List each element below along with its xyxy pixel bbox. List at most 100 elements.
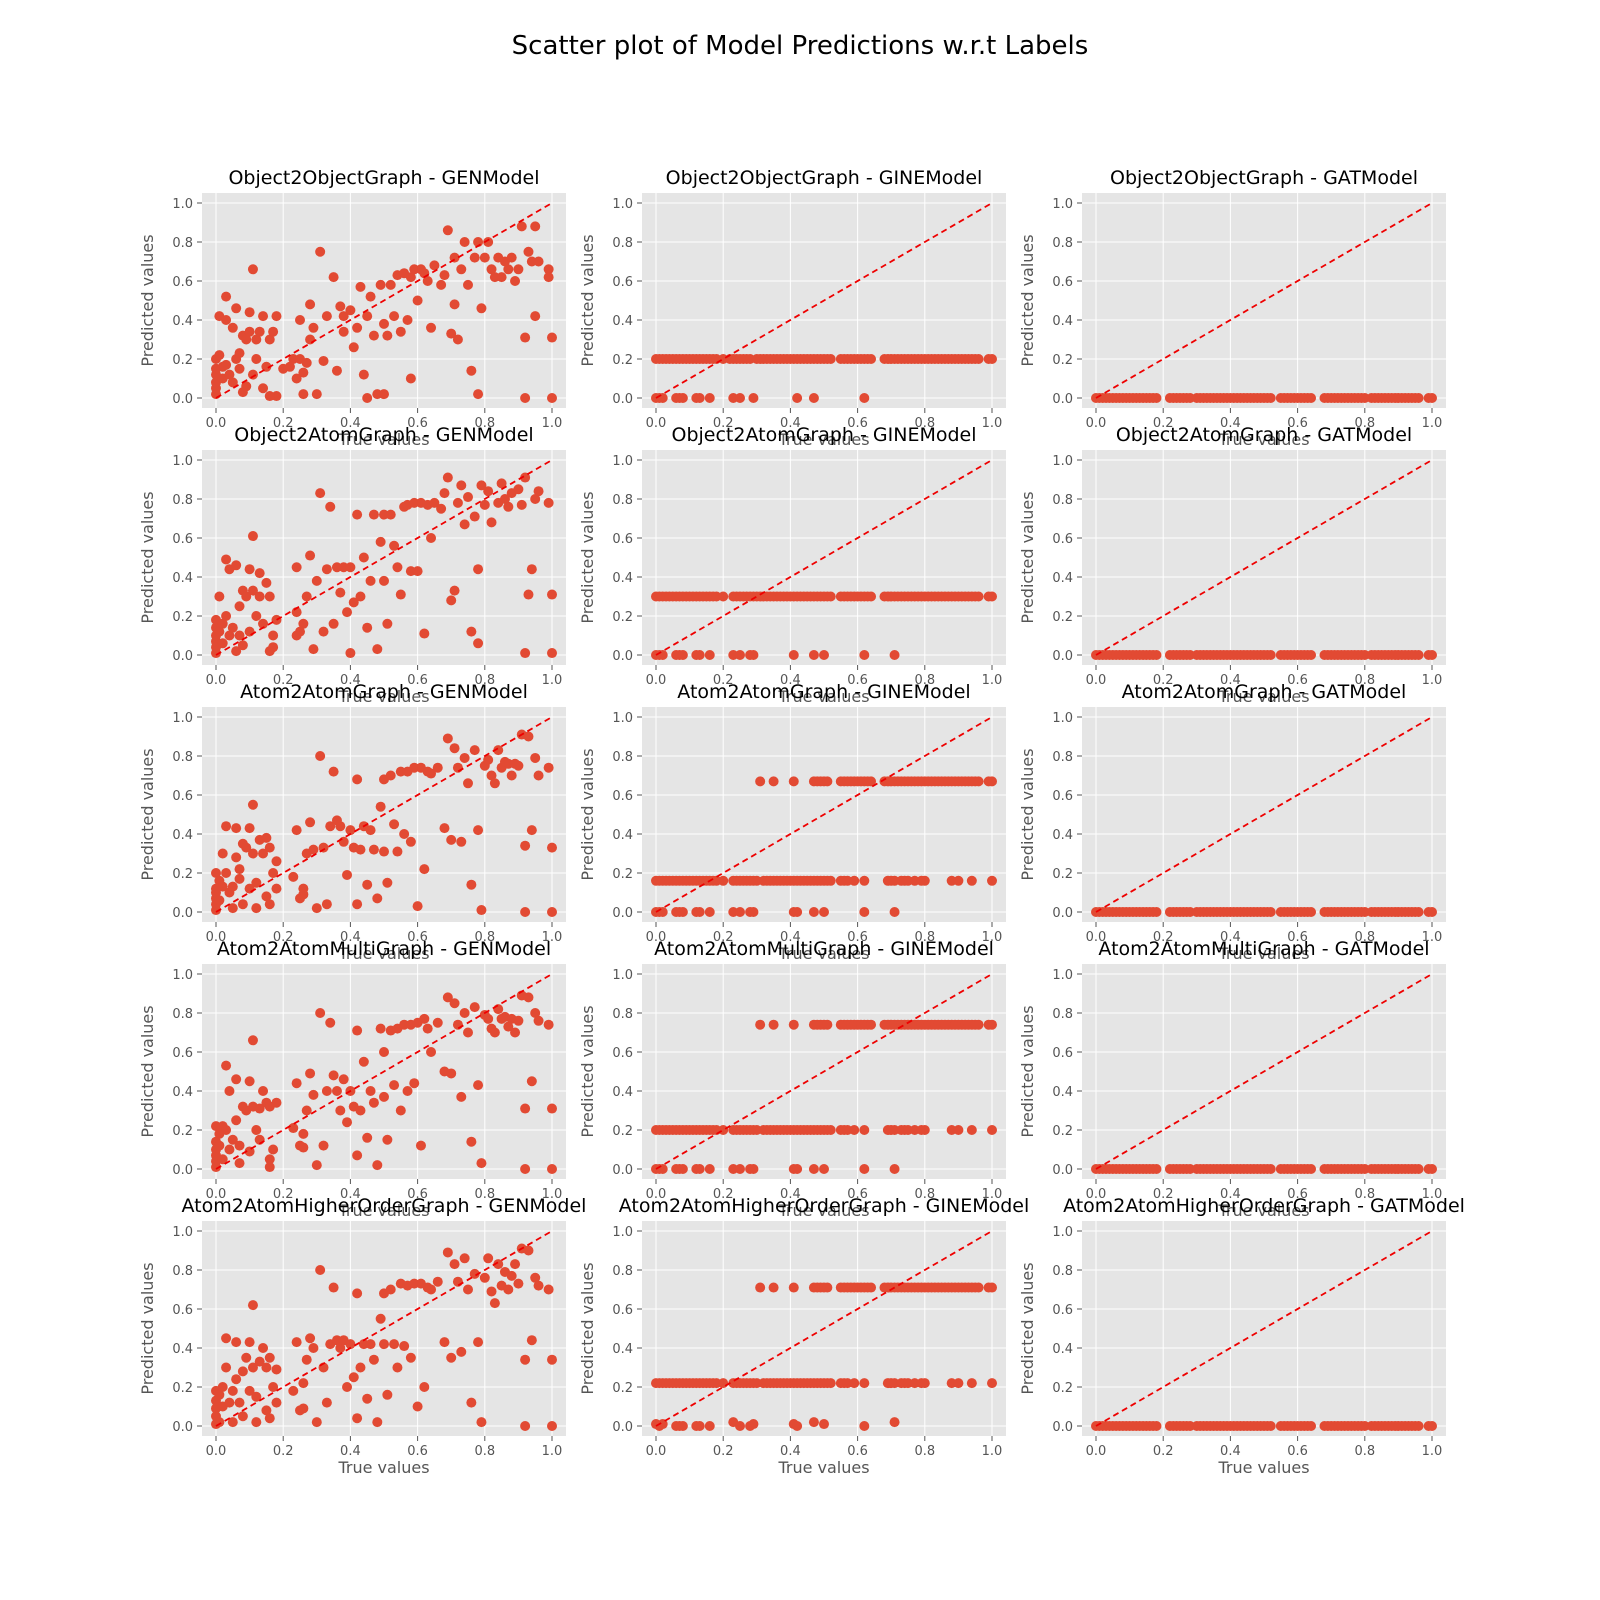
y-tick-label: 0.2 xyxy=(612,1124,633,1139)
data-point xyxy=(254,591,265,602)
data-point xyxy=(987,1125,997,1135)
x-tick-label: 0.0 xyxy=(1086,930,1107,945)
data-point xyxy=(368,1097,379,1108)
y-tick-label: 0.4 xyxy=(1052,314,1073,329)
y-tick-label: 0.4 xyxy=(612,1342,633,1357)
data-point xyxy=(456,836,467,847)
data-point xyxy=(469,1002,480,1013)
data-point xyxy=(224,369,235,380)
subplot-title: Object2AtomGraph - GATModel xyxy=(1116,424,1412,446)
identity-reference-line xyxy=(655,459,993,656)
data-point xyxy=(523,1245,534,1256)
data-point xyxy=(221,554,232,565)
data-point xyxy=(1306,1164,1317,1174)
data-point xyxy=(224,1144,235,1155)
data-point xyxy=(375,1313,386,1324)
y-axis-label: Predicted values xyxy=(578,1262,597,1394)
data-point xyxy=(825,591,836,602)
identity-reference-line xyxy=(215,973,553,1170)
data-point xyxy=(432,762,443,773)
data-point xyxy=(375,536,386,547)
data-point xyxy=(442,472,453,483)
data-point xyxy=(419,628,430,639)
data-point xyxy=(342,1117,353,1128)
data-point xyxy=(1413,650,1424,660)
data-point xyxy=(426,768,437,779)
data-point xyxy=(476,303,487,314)
y-tick-label: 0.0 xyxy=(612,649,633,664)
y-axis-label: Predicted values xyxy=(578,234,597,366)
y-tick-label: 0.6 xyxy=(1052,275,1073,290)
data-point xyxy=(214,350,225,361)
data-point xyxy=(308,844,319,855)
data-point xyxy=(442,225,453,236)
data-point xyxy=(449,743,460,754)
data-point xyxy=(476,1417,487,1428)
data-point xyxy=(547,648,557,659)
data-point xyxy=(486,1286,497,1297)
x-axis-label: True values xyxy=(1217,1458,1309,1477)
data-point xyxy=(489,1027,500,1038)
data-point xyxy=(530,494,541,504)
data-point xyxy=(792,1164,803,1174)
y-tick-label: 0.4 xyxy=(172,828,193,843)
data-point xyxy=(866,1282,877,1293)
y-tick-label: 0.8 xyxy=(612,750,633,765)
data-point xyxy=(442,733,453,744)
data-point xyxy=(889,650,900,660)
data-point xyxy=(677,1164,688,1174)
data-point xyxy=(291,630,302,641)
x-axis-label: True values xyxy=(777,944,869,963)
x-tick-label: 0.2 xyxy=(713,930,734,945)
data-point xyxy=(214,895,225,906)
data-point xyxy=(506,770,517,781)
subplot-1: 0.0 0.2 0.4 0.6 0.8 1.0 0.0 0.2 0.4 0.6 0.8 1.0 True… xyxy=(578,167,1006,449)
y-tick-label: 1.0 xyxy=(172,968,193,983)
x-tick-label: 0.0 xyxy=(646,673,667,688)
data-point xyxy=(768,776,779,787)
data-point xyxy=(264,842,275,853)
data-point xyxy=(469,252,480,263)
data-point xyxy=(436,503,447,514)
data-point xyxy=(704,393,715,403)
data-point xyxy=(1427,1421,1437,1431)
data-point xyxy=(348,342,359,353)
x-tick-label: 0.8 xyxy=(914,416,935,431)
y-tick-label: 0.8 xyxy=(172,236,193,251)
x-tick-label: 0.2 xyxy=(713,1444,734,1459)
data-point xyxy=(987,776,997,787)
data-point xyxy=(352,322,363,333)
data-point xyxy=(355,281,366,292)
data-point xyxy=(866,354,877,364)
data-point xyxy=(345,305,356,316)
data-point xyxy=(234,1397,245,1408)
y-axis-label: Predicted values xyxy=(1018,1005,1037,1137)
data-point xyxy=(489,778,500,789)
data-point xyxy=(1265,907,1276,917)
data-point xyxy=(1413,393,1424,403)
data-point xyxy=(244,1076,255,1087)
data-point xyxy=(308,1089,319,1100)
data-point xyxy=(291,373,302,384)
y-tick-label: 0.0 xyxy=(172,392,193,407)
x-tick-label: 1.0 xyxy=(1422,673,1443,688)
data-point xyxy=(328,766,339,777)
data-point xyxy=(792,907,803,917)
data-point xyxy=(919,1125,930,1135)
data-point xyxy=(657,907,668,917)
identity-reference-line xyxy=(215,459,553,656)
y-tick-label: 0.2 xyxy=(172,867,193,882)
data-point xyxy=(291,1078,302,1089)
x-tick-label: 0.8 xyxy=(914,1444,935,1459)
data-point xyxy=(859,875,870,886)
subplot-grid: 0.0 0.2 0.4 0.6 0.8 1.0 0.0 0.2 0.4 0.6 0.8 1.0 True… xyxy=(138,167,1465,1477)
data-point xyxy=(520,1354,531,1365)
data-point xyxy=(526,1076,537,1087)
data-point xyxy=(399,829,410,839)
data-point xyxy=(859,1378,870,1389)
y-tick-label: 1.0 xyxy=(172,1225,193,1240)
x-tick-label: 0.0 xyxy=(646,1187,667,1202)
data-point xyxy=(987,354,997,364)
x-tick-label: 0.2 xyxy=(1153,930,1174,945)
